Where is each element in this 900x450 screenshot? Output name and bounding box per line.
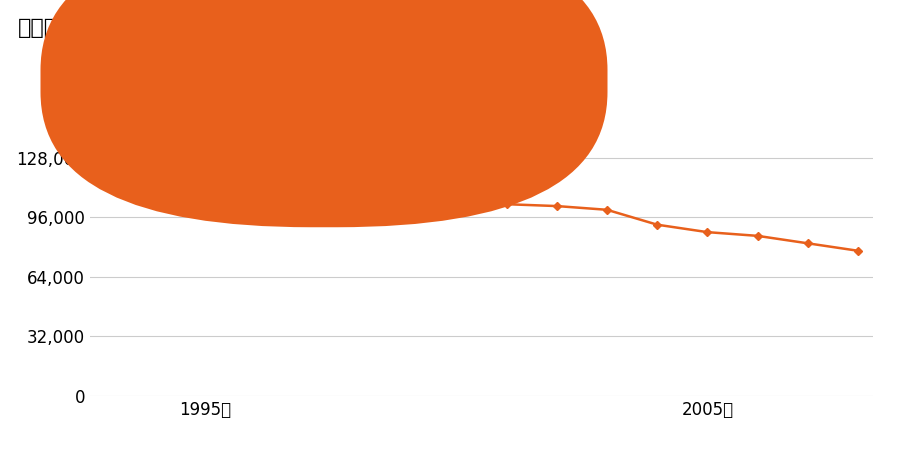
価格 [803, 241, 814, 246]
価格 [301, 189, 311, 194]
価格 [250, 187, 261, 192]
価格 [100, 153, 111, 158]
価格 [552, 203, 562, 209]
Text: 愛知県西春日井郡師勝町大字六ツ師字中屋敷６１０番４の地価推移: 愛知県西春日井郡師勝町大字六ツ師字中屋敷６１０番４の地価推移 [18, 18, 419, 38]
Text: 価格: 価格 [342, 68, 362, 86]
価格 [351, 192, 362, 198]
価格 [150, 170, 161, 175]
価格 [702, 230, 713, 235]
価格 [451, 200, 462, 205]
Line: 価格: 価格 [103, 153, 860, 253]
価格 [400, 198, 411, 203]
価格 [652, 222, 662, 227]
価格 [200, 177, 211, 183]
価格 [752, 233, 763, 238]
価格 [501, 202, 512, 207]
価格 [852, 248, 863, 253]
価格 [601, 207, 612, 212]
